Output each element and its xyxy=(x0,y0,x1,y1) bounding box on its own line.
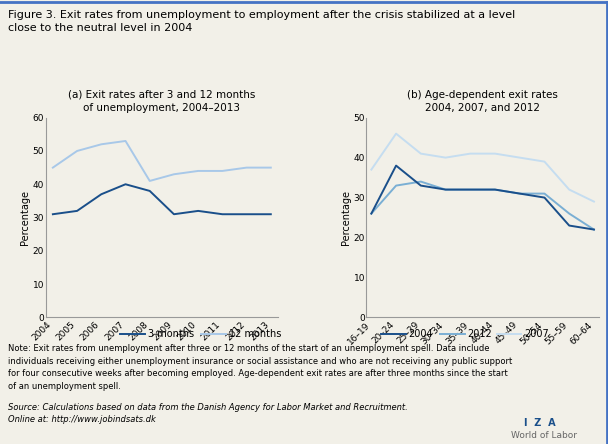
Text: 12 months: 12 months xyxy=(229,329,281,339)
Text: World of Labor: World of Labor xyxy=(511,431,577,440)
Text: 2012: 2012 xyxy=(468,329,492,339)
Text: 3 months: 3 months xyxy=(148,329,194,339)
Text: Note: Exit rates from unemployment after three or 12 months of the start of an u: Note: Exit rates from unemployment after… xyxy=(8,344,512,391)
Text: Source: Calculations based on data from the Danish Agency for Labor Market and R: Source: Calculations based on data from … xyxy=(8,403,407,424)
Text: 2007: 2007 xyxy=(524,329,549,339)
Text: I  Z  A: I Z A xyxy=(524,418,556,428)
Title: (a) Exit rates after 3 and 12 months
of unemployment, 2004–2013: (a) Exit rates after 3 and 12 months of … xyxy=(68,90,255,113)
Y-axis label: Percentage: Percentage xyxy=(20,190,30,245)
Title: (b) Age-dependent exit rates
2004, 2007, and 2012: (b) Age-dependent exit rates 2004, 2007,… xyxy=(407,90,558,113)
Text: Figure 3. Exit rates from unemployment to employment after the crisis stabilized: Figure 3. Exit rates from unemployment t… xyxy=(8,10,515,33)
Text: 2004: 2004 xyxy=(409,329,434,339)
Y-axis label: Percentage: Percentage xyxy=(340,190,351,245)
